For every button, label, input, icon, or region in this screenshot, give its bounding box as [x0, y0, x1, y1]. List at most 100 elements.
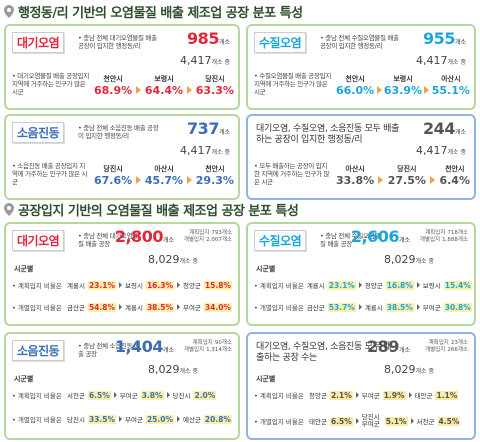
split-value: 2,007개소 — [206, 237, 232, 243]
split-name: 계획입지 — [425, 230, 446, 236]
gt-arrow — [118, 416, 122, 422]
total-value: 8,029 — [148, 253, 180, 266]
split-row: 개별입지 266개소 — [425, 347, 468, 354]
split: 계획입지 793개소 개별입지 2,007개소 — [184, 230, 232, 244]
rank-value: 55.1% — [431, 84, 470, 97]
rank-item: 아산시 33.8% — [336, 164, 374, 187]
sub-desc: • 대기오염물질 배출 공장입지 지역에 거주하는 인구가 많은 시군 — [12, 72, 89, 96]
rank-value: 23.1% — [87, 280, 116, 290]
sub-desc: • 소음진동 배출 공장입지 지역에 거주하는 인구가 많은 시군 — [12, 162, 88, 186]
rank-value: 4.5% — [437, 416, 461, 426]
rank-value: 16.8% — [385, 280, 414, 290]
gt-arrow — [416, 304, 420, 310]
rank-value: 1.1% — [435, 390, 459, 400]
rank-item: 천안시 29.3% — [196, 164, 234, 187]
rank-place: 계룡시 — [364, 304, 383, 312]
chevron — [136, 176, 142, 184]
sub-desc: • 수질오염물질 배출 공장입지 지역에 거주하는 인구가 많은 시군 — [254, 72, 331, 96]
rank-value: 38.5% — [385, 302, 414, 312]
rank-value: 33.8% — [336, 174, 375, 187]
rank-value: 67.6% — [94, 174, 133, 187]
rank-item: 보령시 63.9% — [384, 74, 422, 97]
rank-place: 당진시 — [397, 165, 417, 173]
card: 대기오염 • 충남 전체 대기오염물질 배출 공장이 입지한 행정동/리 985개소… — [4, 24, 240, 110]
card: 대기오염, 수질오염, 소음진동 모두 배출하는 공장 수는 289개소 계획입지 2… — [246, 332, 476, 440]
rank-value: 6.5% — [329, 416, 353, 426]
rank-value: 64.4% — [144, 84, 184, 97]
section-title: 공장입지 기반의 오염물질 배출 제조업 공장 분포 특성 — [4, 200, 299, 219]
total-unit: 개소 중 — [415, 368, 434, 375]
total: 4,417개소 중 — [416, 139, 466, 158]
rank-place: 부여군 — [361, 392, 380, 400]
count-unit: 개소 — [218, 129, 230, 136]
rank-value: 33.5% — [87, 414, 116, 424]
group-label: 시군별 — [14, 375, 34, 383]
card-desc: • 충남 전체 수질오염물질 배출 공장이 입지한 행정동/리 — [320, 34, 399, 50]
split-row: 개별입지 1,314개소 — [184, 347, 232, 354]
row-name: • 개별입지 비율은 — [12, 416, 62, 424]
rank-place: 서천군 — [416, 418, 435, 426]
section-title-text: 행정동/리 기반의 오염물질 배출 제조업 공장 분포 특성 — [18, 6, 303, 21]
split-row: 계획입지 23개소 — [425, 340, 468, 347]
card-label: 대기오염 — [12, 230, 65, 251]
rank-place: 당진시 — [67, 416, 85, 424]
rank-place: 보령시 — [393, 75, 413, 83]
split: 계획입지 23개소 개별입지 266개소 — [425, 340, 468, 354]
rank-row: • 개별입지 비율은 당진시 33.5% 부여군 25.0% 예산군 20.8% — [12, 414, 234, 424]
rank-row: • 개별입지 비율은 금산군 53.7% 계룡시 38.5% 부여군 30.8% — [254, 302, 472, 312]
total: 4,417개소 중 — [416, 49, 466, 68]
count-unit: 개소 — [398, 237, 410, 244]
rank-value: 15.8% — [203, 280, 232, 290]
rank-place: 태안군 — [414, 392, 433, 400]
gt-arrow — [118, 304, 122, 310]
card-desc: • 충남 전체 소음진동 배출 공장이 입지한 행정동/리 — [78, 124, 159, 140]
card-label: 대기오염 — [12, 32, 65, 53]
rank-row: • 계획입지 비율은 계룡시 23.1% 청양군 16.8% 보령시 15.4% — [254, 280, 472, 290]
rank-place: 아산시 — [154, 165, 174, 173]
rank-value: 27.5% — [387, 174, 426, 187]
gt-arrow — [358, 282, 362, 288]
rank-place: 청양군 — [182, 282, 201, 290]
ranks: 천안시 66.0% 보령시 63.9% 아산시 55.1% — [336, 74, 470, 97]
count-value: 955 — [423, 29, 455, 48]
rank-item: 아산시 45.7% — [145, 164, 183, 187]
rank-place: 부여군 — [119, 392, 138, 400]
group-label: 시군별 — [256, 375, 276, 383]
gt-arrow — [176, 282, 180, 288]
split-name: 계획입지 — [189, 230, 210, 236]
count: 289개소 — [367, 337, 410, 356]
rank-place: 아산시 — [345, 165, 365, 173]
rank-place: 천안시 — [345, 75, 365, 83]
chevron — [424, 86, 430, 94]
card-desc: 대기오염, 수질오염, 소음진동 모두 배출하는 공장이 입지한 행정동/리 — [256, 124, 400, 145]
row-name: • 계획입지 비율은 — [12, 392, 62, 400]
ranks: 당진시 67.6% 아산시 45.7% 천안시 29.3% — [94, 164, 234, 187]
total-unit: 개소 중 — [447, 149, 466, 156]
rank-value: 25.0% — [145, 414, 174, 424]
split-name: 개별입지 — [183, 237, 205, 243]
rank-place: 청양군 — [364, 282, 383, 290]
count-value: 985 — [187, 29, 219, 48]
gt-arrow — [410, 418, 414, 424]
sub-desc: • 모두 배출하는 공장이 입지한 지역에 거주하는 인구가 많은 시군 — [254, 162, 330, 186]
rank-item: 보령시 64.4% — [145, 74, 183, 97]
total: 8,029개소 중 — [384, 248, 434, 267]
rank-value: 68.9% — [94, 84, 133, 97]
split-name: 개별입지 — [183, 347, 205, 353]
rank-value: 53.7% — [327, 302, 356, 312]
total: 4,417개소 중 — [180, 49, 230, 68]
rank-value: 1.9% — [382, 390, 406, 400]
count: 737개소 — [187, 119, 230, 138]
split-name: 계획입지 — [192, 340, 213, 346]
rank-value: 66.0% — [336, 84, 375, 97]
row-name: • 계획입지 비율은 — [254, 282, 304, 290]
rank-item: 천안시 66.0% — [336, 74, 374, 97]
total-value: 4,417 — [416, 54, 448, 67]
card: 소음진동 • 충남 전체 소음진동 배출 공장 1,404개소 계획입지 90개소 개별입… — [4, 332, 240, 440]
rank-place: 천안시 — [205, 165, 225, 173]
rank-place: 당진시 — [172, 392, 191, 400]
total-value: 4,417 — [180, 144, 212, 157]
chevron — [136, 86, 142, 94]
rank-place: 계룡시 — [124, 304, 143, 312]
